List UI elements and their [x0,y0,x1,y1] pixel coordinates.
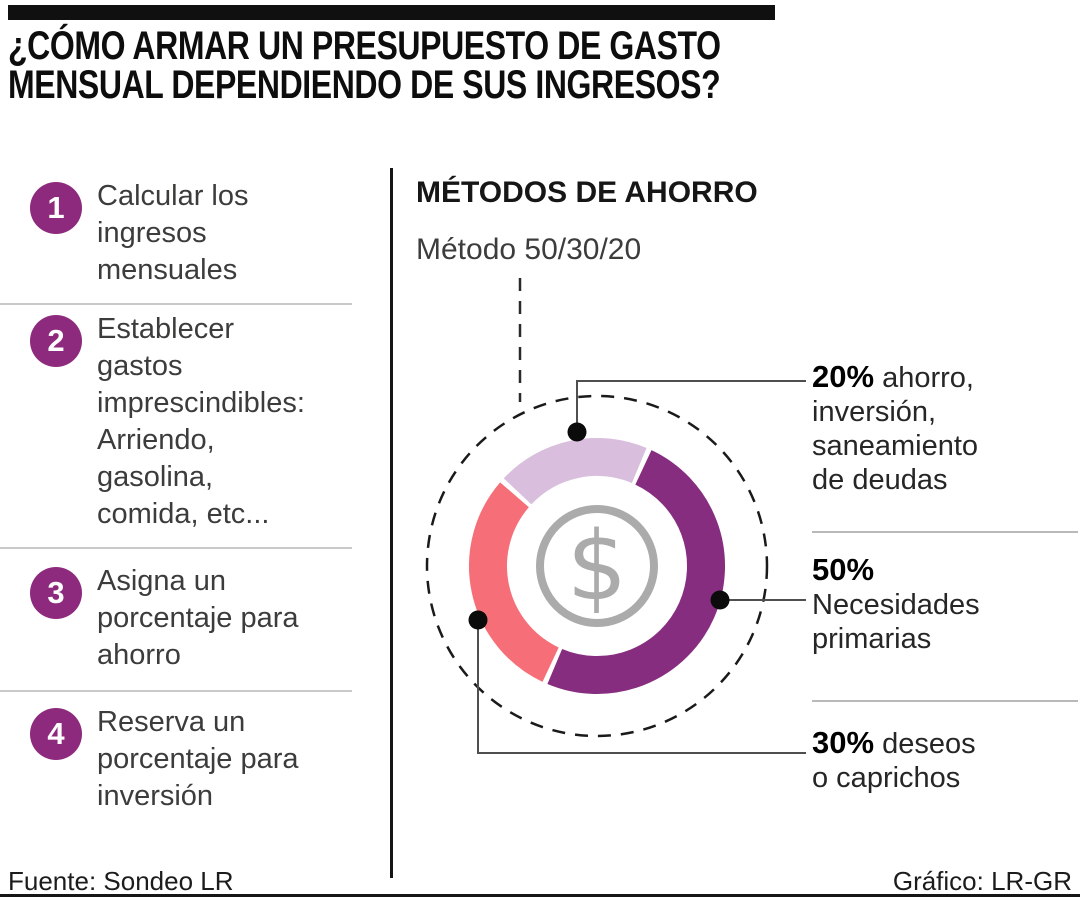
chart-subtitle: Método 50/30/20 [416,233,642,266]
step-divider [0,303,352,305]
label-line: 50% [812,553,1074,588]
label-text: inversión, saneamiento de deudas [812,396,979,496]
label-text: Necesidades primarias [812,589,980,655]
percent-value: 20% [812,359,875,394]
percent-value: 30% [812,725,875,760]
dollar-coin-icon [536,505,658,627]
label-20-percent: 20% ahorro, inversión, saneamiento de de… [812,360,1074,497]
donut-segments [469,438,726,694]
bottom-rule [0,894,1080,897]
column-divider [390,168,393,878]
step-text: Asigna un porcentaje para ahorro [97,565,299,671]
step-number: 3 [47,575,65,610]
callout-dot-20 [567,422,587,442]
label-line: 20% ahorro, [812,360,1074,395]
step-divider [0,690,352,692]
section-title: MÉTODOS DE AHORRO [416,176,758,209]
donut-segment-30 [469,482,560,682]
source-credit: Fuente: Sondeo LR [8,866,234,896]
label-text: deseos [874,728,976,760]
donut-segment-20 [503,438,647,505]
step-text: Establecer gastos imprescindibles: Arrie… [97,313,305,530]
step-divider [0,547,352,549]
step-number-badge: 1 [30,182,82,234]
dollar-sign-glyph: $ [567,512,627,622]
callout-line-20 [576,380,806,432]
step-number: 1 [47,190,65,225]
dashed-circle [425,394,769,738]
header-accent-bar [8,5,775,20]
step-text: Reserva un porcentaje para inversión [97,706,299,812]
label-divider [812,531,1078,533]
step-number-badge: 4 [30,708,82,760]
label-text: ahorro, [874,362,974,394]
label-30-percent: 30% deseos o caprichos [812,726,1074,795]
callout-line-30 [477,620,806,754]
percent-value: 50% [812,552,875,587]
donut-segment-50 [547,450,726,694]
graphic-credit: Gráfico: LR-GR [892,866,1072,896]
label-text: o caprichos [812,762,961,794]
callout-dot-50 [710,590,730,610]
label-line: 30% deseos [812,726,1074,761]
label-50-percent: 50% Necesidades primarias [812,553,1074,656]
step-text: Calcular los ingresos mensuales [97,180,249,286]
label-divider [812,700,1078,702]
step-number: 4 [47,716,65,751]
step-number-badge: 2 [30,315,82,367]
step-number-badge: 3 [30,567,82,619]
donut-chart: $ [425,278,806,754]
callout-dot-30 [468,610,488,630]
page-title: ¿CÓMO ARMAR UN PRESUPUESTO DE GASTO MENS… [8,24,721,107]
step-number: 2 [47,323,65,358]
